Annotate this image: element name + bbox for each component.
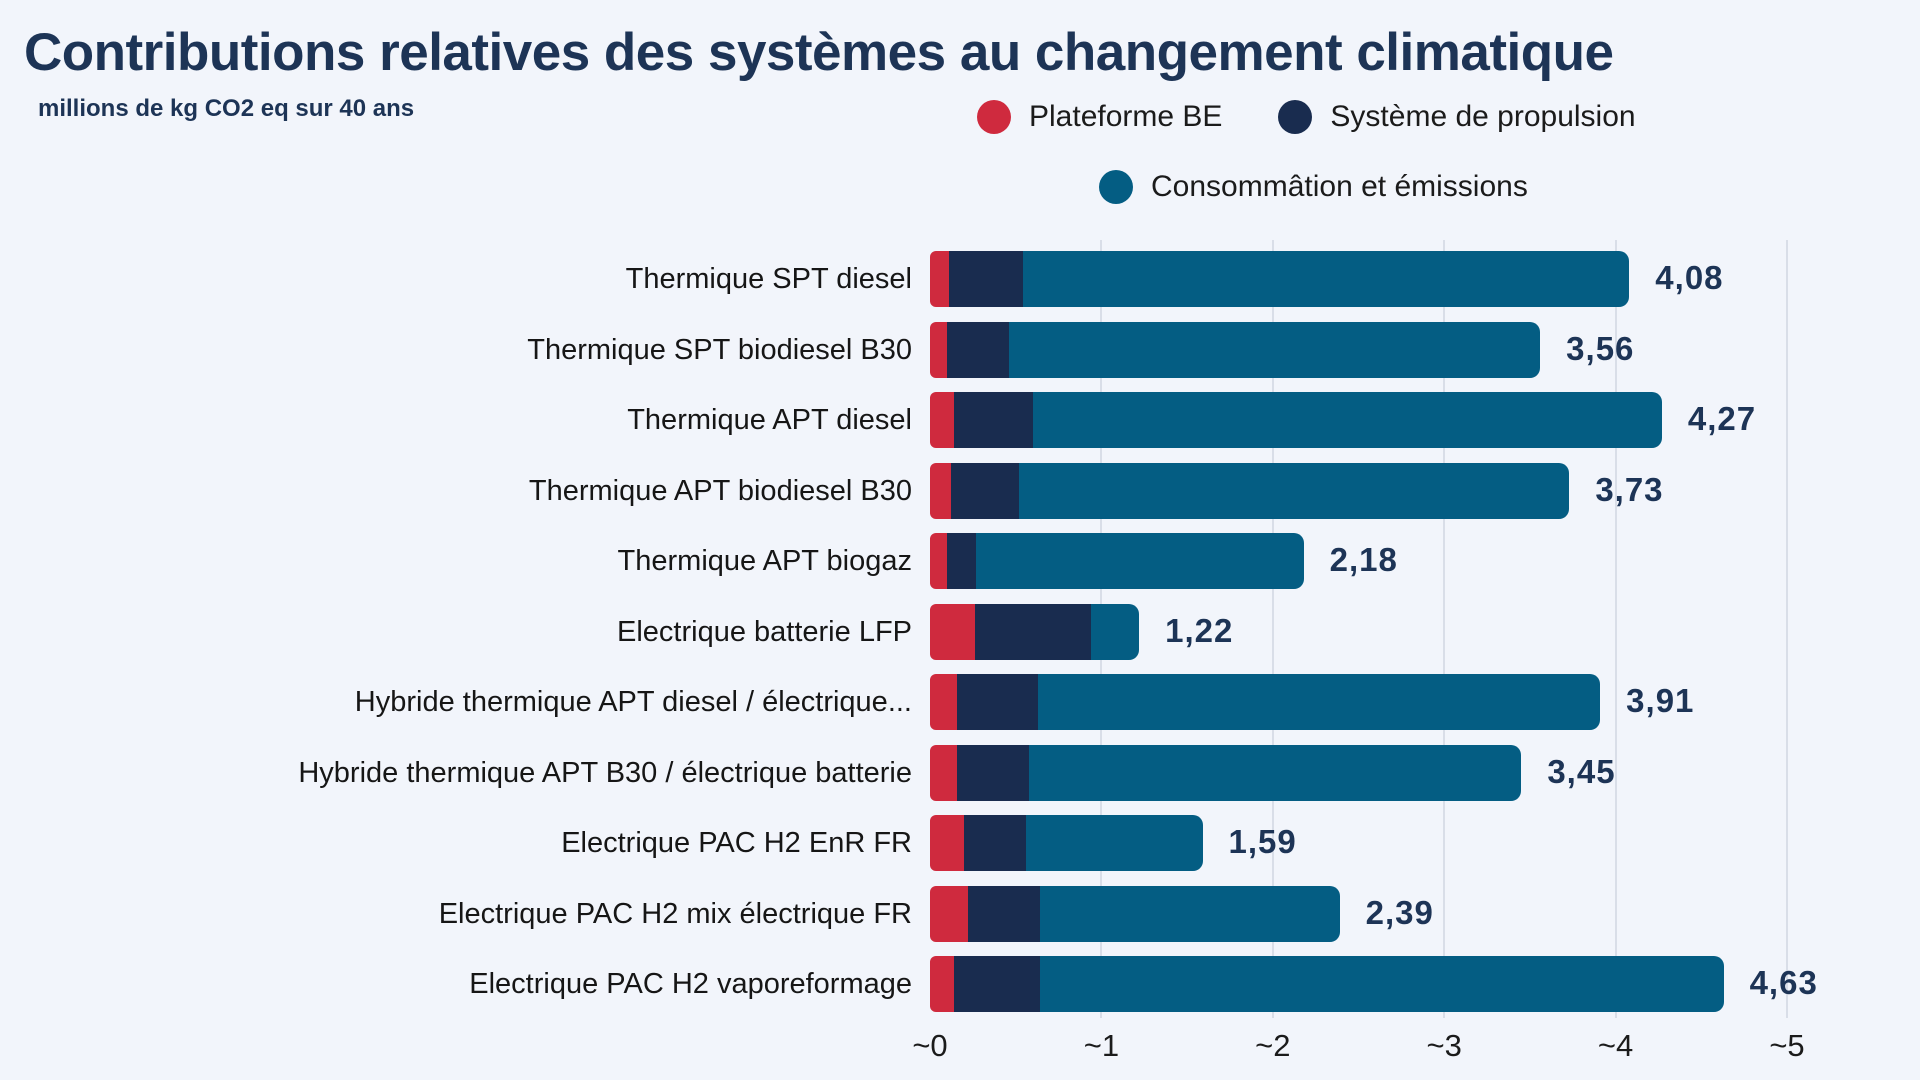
legend-item-consomm-tion-et-missions[interactable]: Consommâtion et émissions: [1099, 170, 1528, 204]
bar-segment-syst-me-de-propulsion[interactable]: [947, 533, 977, 589]
chart-title: Contributions relatives des systèmes au …: [24, 23, 1614, 82]
category-label: Thermique APT biogaz: [617, 545, 912, 577]
bar-segment-syst-me-de-propulsion[interactable]: [953, 956, 1040, 1012]
x-axis-tick-label: ~5: [1769, 1028, 1805, 1063]
legend-dot-icon: [1278, 100, 1313, 134]
legend-row-1: Plateforme BE Système de propulsion: [977, 100, 1636, 134]
bar-segment-syst-me-de-propulsion[interactable]: [950, 462, 1020, 519]
x-axis-tick-label: ~1: [1083, 1028, 1120, 1063]
category-label: Thermique SPT diesel: [625, 263, 912, 295]
bar-segment-consomm-tion-et-missions[interactable]: [1039, 956, 1724, 1012]
bar-total-label: 3,91: [1626, 682, 1695, 719]
stacked-bar-row: [930, 251, 1630, 307]
bar-segment-consomm-tion-et-missions[interactable]: [976, 533, 1304, 589]
bar-total-label: 4,63: [1749, 964, 1818, 1001]
bar-segment-consomm-tion-et-missions[interactable]: [1022, 251, 1630, 307]
bar-segment-plateforme-be[interactable]: [930, 603, 975, 660]
stacked-bar-row: [930, 744, 1522, 801]
bar-segment-plateforme-be[interactable]: [930, 251, 949, 307]
bar-segment-syst-me-de-propulsion[interactable]: [974, 603, 1092, 660]
bar-segment-syst-me-de-propulsion[interactable]: [957, 744, 1030, 801]
bar-total-label: 2,18: [1329, 541, 1398, 578]
x-axis-tick-label: ~0: [912, 1028, 948, 1063]
bar-total-label: 3,73: [1595, 470, 1664, 508]
bar-segment-consomm-tion-et-missions[interactable]: [1008, 321, 1541, 378]
bar-total-label: 4,27: [1687, 400, 1757, 437]
legend-item-plateforme-be[interactable]: Plateforme BE: [977, 100, 1222, 134]
bar-segment-syst-me-de-propulsion[interactable]: [947, 321, 1009, 378]
bar-segment-plateforme-be[interactable]: [930, 674, 958, 730]
bar-total-label: 2,39: [1365, 893, 1434, 931]
bar-segment-syst-me-de-propulsion[interactable]: [964, 815, 1026, 871]
stacked-bar-row: [930, 533, 1304, 589]
bar-total-label: 4,08: [1655, 259, 1724, 296]
stacked-bar-row: [930, 815, 1203, 871]
legend-dot-icon: [977, 100, 1011, 134]
category-label: Electrique batterie LFP: [617, 615, 912, 648]
grid-line-x5: [1786, 240, 1788, 1018]
category-label: Hybride thermique APT B30 / électrique b…: [298, 756, 912, 789]
legend-dot-icon: [1099, 170, 1133, 204]
bar-segment-plateforme-be[interactable]: [930, 533, 948, 589]
grid-line-x4: [1614, 240, 1617, 1018]
x-axis-tick-label: ~2: [1255, 1028, 1291, 1063]
bar-total-label: 1,59: [1228, 823, 1297, 860]
x-axis-tick-label: ~3: [1426, 1028, 1462, 1063]
legend-row-2: Consommâtion et émissions: [1099, 170, 1528, 204]
category-label: Electrique PAC H2 EnR FR: [561, 827, 912, 859]
bar-segment-consomm-tion-et-missions[interactable]: [1039, 885, 1340, 942]
bar-segment-syst-me-de-propulsion[interactable]: [948, 251, 1023, 307]
bar-segment-plateforme-be[interactable]: [930, 815, 965, 871]
category-label: Thermique SPT biodiesel B30: [527, 333, 912, 366]
bar-total-label: 3,56: [1566, 329, 1635, 367]
bar-total-label: 3,45: [1547, 752, 1616, 790]
chart-unit-subtitle: millions de kg CO2 eq sur 40 ans: [38, 95, 415, 122]
stacked-bar-row: [930, 885, 1340, 942]
stacked-bar-row: [930, 674, 1601, 730]
bar-segment-syst-me-de-propulsion[interactable]: [957, 674, 1038, 730]
bar-segment-consomm-tion-et-missions[interactable]: [1019, 462, 1570, 519]
bar-segment-plateforme-be[interactable]: [930, 392, 954, 448]
stacked-bar-row: [930, 956, 1724, 1012]
bar-segment-plateforme-be[interactable]: [930, 885, 968, 942]
stacked-bar-row: [930, 603, 1140, 660]
legend-item-label: Plateforme BE: [1029, 100, 1223, 133]
x-axis-tick-label: ~4: [1597, 1028, 1634, 1063]
bar-segment-plateforme-be[interactable]: [930, 321, 948, 378]
category-label: Thermique APT diesel: [627, 404, 912, 436]
legend-item-label: Système de propulsion: [1330, 100, 1636, 133]
legend-item-syst-me-de-propulsion[interactable]: Système de propulsion: [1278, 100, 1636, 134]
bar-segment-plateforme-be[interactable]: [930, 744, 958, 801]
grid-line-x3: [1443, 240, 1446, 1018]
bar-segment-consomm-tion-et-missions[interactable]: [1025, 815, 1203, 871]
bar-segment-syst-me-de-propulsion[interactable]: [967, 885, 1040, 942]
bar-segment-consomm-tion-et-missions[interactable]: [1029, 744, 1522, 801]
bar-total-label: 1,22: [1165, 611, 1234, 649]
stacked-bar-row: [930, 392, 1662, 448]
bar-segment-syst-me-de-propulsion[interactable]: [953, 392, 1033, 448]
bar-segment-plateforme-be[interactable]: [930, 956, 954, 1012]
stacked-bar-row: [930, 321, 1541, 378]
grid-line-x2: [1271, 240, 1274, 1018]
category-label: Electrique PAC H2 vaporeformage: [469, 968, 912, 1000]
bar-segment-plateforme-be[interactable]: [930, 462, 951, 519]
bar-segment-consomm-tion-et-missions[interactable]: [1091, 603, 1140, 660]
legend-item-label: Consommâtion et émissions: [1151, 170, 1528, 203]
category-label: Thermique APT biodiesel B30: [528, 474, 912, 507]
stacked-bar-row: [930, 462, 1570, 519]
bar-segment-consomm-tion-et-missions[interactable]: [1037, 674, 1601, 730]
bar-segment-consomm-tion-et-missions[interactable]: [1032, 392, 1662, 448]
category-label: Electrique PAC H2 mix électrique FR: [438, 897, 912, 930]
category-label: Hybride thermique APT diesel / électriqu…: [354, 686, 912, 718]
